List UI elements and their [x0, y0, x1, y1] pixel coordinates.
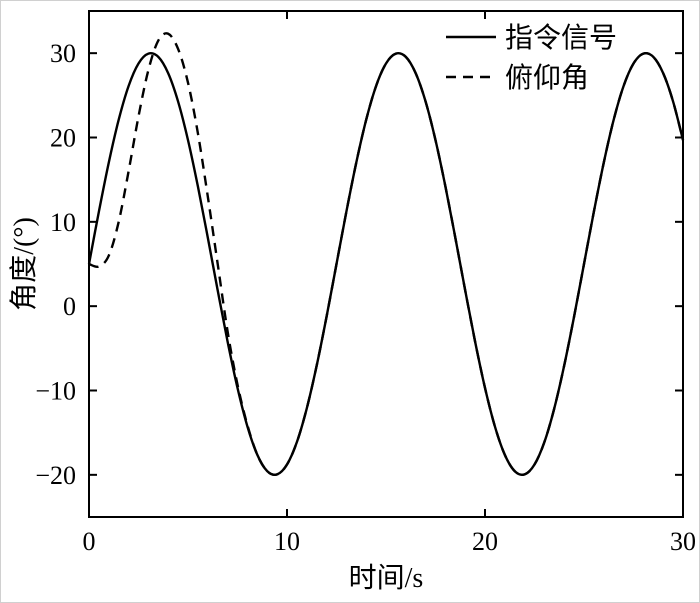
series-line-1: [88, 32, 685, 477]
y-tick-label: 10: [50, 208, 76, 237]
x-tick-label: 0: [83, 527, 96, 556]
x-tick-label: 10: [274, 527, 300, 556]
axis-ticks: [88, 11, 684, 517]
y-tick-label: 20: [50, 124, 76, 153]
legend-label-pitch-angle: 俯仰角: [505, 62, 589, 94]
y-axis-label: 角度/(°): [8, 217, 40, 311]
axis-tick-labels: 0 10 20 30 −20 −10 0 10 20 30: [35, 39, 696, 556]
y-tick-label: −20: [35, 461, 76, 490]
y-tick-label: 0: [63, 292, 76, 321]
plot-area: [88, 10, 684, 518]
y-tick-label: −10: [35, 377, 76, 406]
y-tick-label: 30: [50, 39, 76, 68]
chart-series: [87, 32, 685, 477]
x-tick-label: 30: [670, 527, 696, 556]
x-axis-label: 时间/s: [349, 562, 424, 594]
legend: 指令信号 俯仰角: [446, 22, 617, 94]
series-line-0: [87, 51, 685, 477]
legend-label-command-signal: 指令信号: [505, 22, 617, 54]
x-tick-label: 20: [472, 527, 498, 556]
